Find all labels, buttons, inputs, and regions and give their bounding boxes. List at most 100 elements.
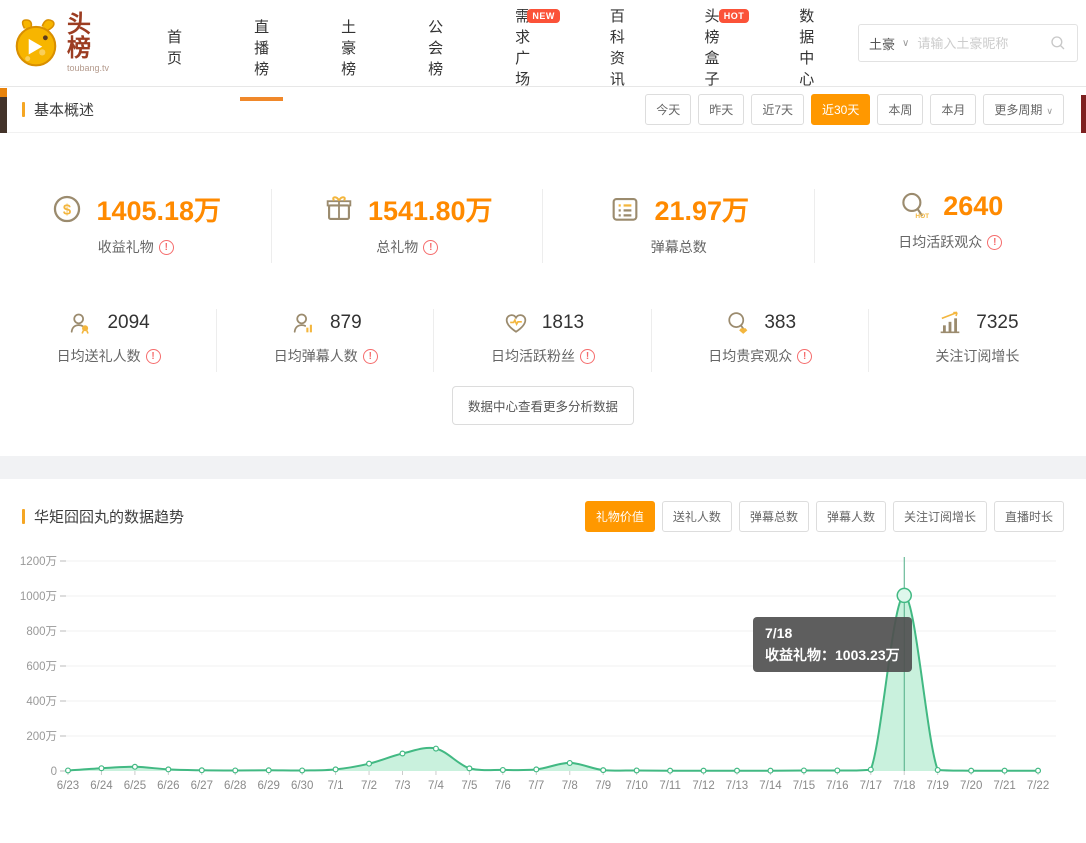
svg-text:7/11: 7/11 xyxy=(659,780,681,792)
svg-text:7/10: 7/10 xyxy=(625,780,647,792)
svg-text:400万: 400万 xyxy=(26,696,57,708)
nav-badge: NEW xyxy=(527,9,560,23)
top-navbar: 头榜 toubang.tv 首页 直播榜 土豪榜 公会榜 需求广场 NEW 百科资讯 头榜盒子… xyxy=(0,0,1086,101)
stat-card-gifter: 2094 日均送礼人数! xyxy=(0,309,218,372)
svg-text:7/20: 7/20 xyxy=(960,780,982,792)
nav-item-4[interactable]: 需求广场 NEW xyxy=(479,0,574,88)
metric-tab-0[interactable]: 礼物价值 xyxy=(584,500,655,532)
nav-item-2[interactable]: 土豪榜 xyxy=(305,0,392,86)
stat-label: 关注订阅增长 xyxy=(935,348,1020,364)
svg-text:6/28: 6/28 xyxy=(224,780,246,792)
stat-card-hot-viewer: HOT 2640 日均活跃观众! xyxy=(815,189,1086,257)
trend-section: 华矩囧囧丸的数据趋势 礼物价值 送礼人数 弹幕总数 弹幕人数 关注订阅增长 直播时长 0 2… xyxy=(0,479,1086,843)
svg-text:6/23: 6/23 xyxy=(57,780,79,792)
search-icon[interactable] xyxy=(1049,34,1067,52)
coin-icon: $ xyxy=(50,192,84,226)
svg-text:7/4: 7/4 xyxy=(428,780,445,792)
brand-domain: toubang.tv xyxy=(67,63,110,73)
nav-item-label: 需求广场 xyxy=(515,8,531,88)
danmaku-list-icon xyxy=(608,192,642,226)
stat-card-coin: $1405.18万收益礼物! xyxy=(0,189,272,263)
stat-label: 总礼物 xyxy=(376,239,419,255)
svg-text:HOT: HOT xyxy=(916,213,930,220)
period-button-6[interactable]: 更多周期 ∨ xyxy=(983,94,1064,125)
stat-label: 收益礼物 xyxy=(97,239,154,255)
period-button-0[interactable]: 今天 xyxy=(645,94,692,125)
svg-text:800万: 800万 xyxy=(26,626,57,638)
section-accent-bar xyxy=(22,508,25,524)
stat-value: 2094 xyxy=(107,312,150,333)
stat-card-gift: 1541.80万 总礼物! xyxy=(272,189,544,263)
brand-name: 头榜 xyxy=(67,11,91,62)
right-edge-widget xyxy=(1081,95,1086,133)
hot-viewer-icon: HOT xyxy=(897,189,931,223)
period-button-3[interactable]: 近30天 xyxy=(811,94,871,125)
svg-text:7/9: 7/9 xyxy=(595,780,611,792)
svg-text:7/3: 7/3 xyxy=(395,780,411,792)
stat-card-chatter: 879 日均弹幕人数! xyxy=(217,309,435,372)
data-center-more-button[interactable]: 数据中心查看更多分析数据 xyxy=(451,386,634,425)
nav-item-label: 头榜盒子 xyxy=(704,8,720,88)
nav-item-1[interactable]: 直播榜 xyxy=(218,0,305,101)
nav-item-label: 数据中心 xyxy=(799,8,815,88)
period-button-2[interactable]: 近7天 xyxy=(751,94,804,125)
period-button-1[interactable]: 昨天 xyxy=(698,94,745,125)
info-icon[interactable]: ! xyxy=(362,348,378,364)
nav-item-6[interactable]: 头榜盒子 HOT xyxy=(669,0,764,88)
nav-item-0[interactable]: 首页 xyxy=(131,0,218,86)
stat-value: 7325 xyxy=(976,312,1019,333)
svg-text:6/24: 6/24 xyxy=(90,780,113,792)
overview-section: 基本概述 今天 昨天 近7天 近30天 本周 本月 更多周期 ∨ $1405.18万收益礼物!… xyxy=(0,87,1086,456)
stat-card-growth: 7325 关注订阅增长 xyxy=(869,309,1086,366)
gift-icon xyxy=(322,192,356,226)
svg-text:7/12: 7/12 xyxy=(692,780,714,792)
svg-text:6/29: 6/29 xyxy=(258,780,280,792)
svg-text:7/1: 7/1 xyxy=(328,780,344,792)
search-category-select[interactable]: 土豪 xyxy=(869,36,896,52)
metric-tab-3[interactable]: 弹幕人数 xyxy=(815,500,886,532)
trend-chart[interactable]: 0 200万 400万 600万 800万 1000万 1200万 6/23 6/24 6/25 6… xyxy=(0,539,1086,829)
stat-label: 日均贵宾观众 xyxy=(708,348,793,364)
nav-item-5[interactable]: 百科资讯 xyxy=(574,0,669,88)
nav-item-3[interactable]: 公会榜 xyxy=(392,0,479,86)
search-input[interactable] xyxy=(917,35,1049,51)
svg-text:6/26: 6/26 xyxy=(157,780,179,792)
metric-tab-4[interactable]: 关注订阅增长 xyxy=(892,500,987,532)
svg-text:7/22: 7/22 xyxy=(1027,780,1049,792)
info-icon[interactable]: ! xyxy=(987,234,1003,250)
chatter-icon xyxy=(290,309,318,337)
left-edge-widget-bottom xyxy=(0,97,7,133)
svg-text:7/2: 7/2 xyxy=(361,780,377,792)
section-accent-bar xyxy=(22,102,25,117)
svg-text:7/19: 7/19 xyxy=(927,780,949,792)
svg-text:7/8: 7/8 xyxy=(562,780,578,792)
info-icon[interactable]: ! xyxy=(158,239,174,255)
info-icon[interactable]: ! xyxy=(145,348,161,364)
info-icon[interactable]: ! xyxy=(797,348,813,364)
trend-title: 华矩囧囧丸的数据趋势 xyxy=(34,508,185,526)
metric-tab-2[interactable]: 弹幕总数 xyxy=(738,500,809,532)
stat-card-fans-heart: 1813 日均活跃粉丝! xyxy=(434,309,652,372)
stat-label: 日均活跃粉丝 xyxy=(491,348,575,364)
nav-item-label: 公会榜 xyxy=(428,18,444,78)
info-icon[interactable]: ! xyxy=(580,348,595,364)
stat-value: 1405.18万 xyxy=(96,196,222,226)
svg-text:7/6: 7/6 xyxy=(495,780,511,792)
trend-header: 华矩囧囧丸的数据趋势 礼物价值 送礼人数 弹幕总数 弹幕人数 关注订阅增长 直播时长 xyxy=(0,493,1086,539)
svg-text:200万: 200万 xyxy=(26,731,57,743)
svg-text:$: $ xyxy=(63,202,72,218)
nav-item-label: 土豪榜 xyxy=(341,18,357,78)
trend-chart-svg: 0 200万 400万 600万 800万 1000万 1200万 6/23 6/24 6/25 6… xyxy=(20,556,1056,792)
svg-text:7/16: 7/16 xyxy=(826,780,848,792)
period-button-5[interactable]: 本月 xyxy=(930,94,977,125)
nav-item-label: 首页 xyxy=(167,29,183,67)
period-button-4[interactable]: 本周 xyxy=(877,94,924,125)
metric-tab-5[interactable]: 直播时长 xyxy=(993,500,1064,532)
nav-item-7[interactable]: 数据中心 xyxy=(763,0,858,88)
chevron-down-icon[interactable]: ∨ xyxy=(902,37,910,49)
stat-value: 1813 xyxy=(541,312,585,333)
info-icon[interactable]: ! xyxy=(423,239,439,255)
brand-logo[interactable]: 头榜 toubang.tv xyxy=(10,13,109,73)
overview-header: 基本概述 今天 昨天 近7天 近30天 本周 本月 更多周期 ∨ xyxy=(0,87,1086,133)
metric-tab-1[interactable]: 送礼人数 xyxy=(661,500,732,532)
